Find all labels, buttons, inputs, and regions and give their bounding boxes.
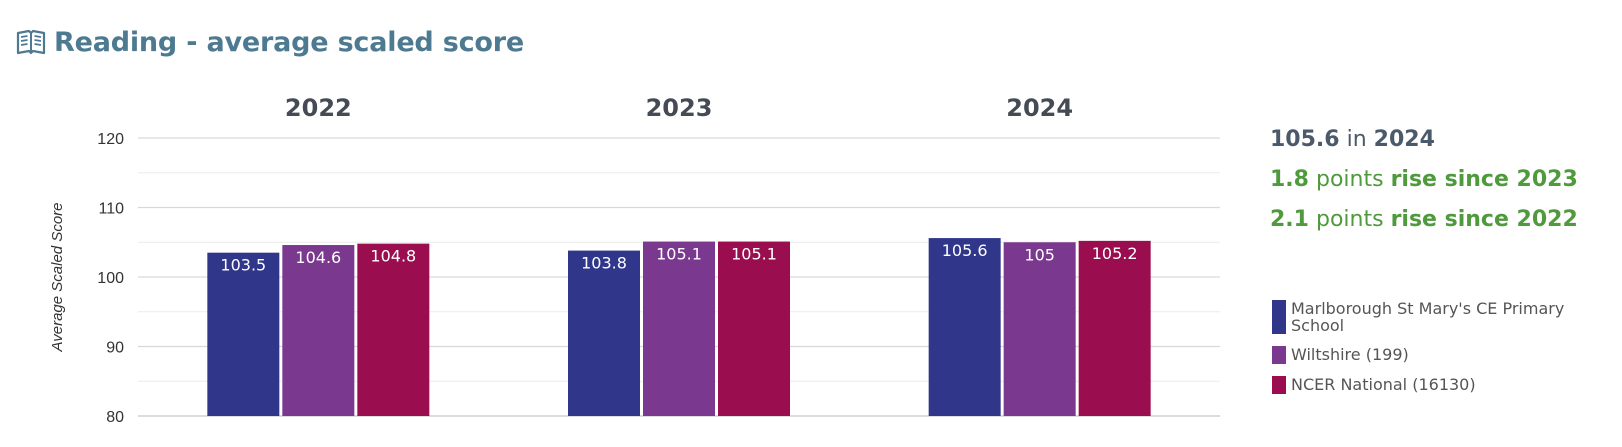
y-tick-label: 80	[106, 409, 124, 426]
summary-rise-2022-label: rise since 2022	[1390, 207, 1578, 232]
bar	[928, 238, 1001, 416]
bar	[643, 241, 715, 416]
legend-item-wiltshire[interactable]: Wiltshire (199)	[1272, 346, 1581, 364]
data-label: 103.5	[220, 256, 266, 275]
summary-rise-2022: 2.1 points rise since 2022	[1270, 207, 1578, 247]
y-tick-label: 100	[97, 270, 124, 287]
data-label: 105.6	[942, 241, 988, 260]
legend-swatch	[1272, 300, 1286, 334]
bar-chart: 80 90 100 110 120 Average Scaled Score 2022 103…	[49, 94, 1220, 426]
summary-rise-2023: 1.8 points rise since 2023	[1270, 167, 1578, 207]
summary-panel: 105.6 in 2024 1.8 points rise since 2023…	[1270, 127, 1578, 247]
bar	[1003, 242, 1076, 416]
bar	[357, 243, 430, 416]
y-tick-label: 120	[97, 131, 124, 148]
legend-swatch	[1272, 376, 1286, 394]
bar	[207, 252, 280, 416]
summary-score-value: 105.6	[1270, 127, 1340, 152]
chart-header: Reading - average scaled score	[16, 22, 524, 62]
legend-swatch	[1272, 346, 1286, 364]
data-label: 105.1	[731, 245, 777, 264]
summary-year: 2024	[1373, 127, 1435, 152]
y-tick-label: 110	[98, 201, 124, 218]
bar	[282, 245, 355, 416]
summary-current-score: 105.6 in 2024	[1270, 127, 1578, 167]
data-label: 105.1	[656, 245, 702, 264]
summary-in-word: in	[1346, 127, 1367, 152]
data-label: 104.6	[295, 248, 341, 267]
category-label: 2024	[1006, 94, 1073, 122]
summary-rise-2022-unit: points	[1315, 207, 1384, 232]
y-tick-label: 90	[106, 340, 124, 357]
y-axis-label: Average Scaled Score	[49, 203, 66, 353]
legend-label: Wiltshire (199)	[1291, 345, 1409, 364]
legend-label: Marlborough St Mary's CE Primary School	[1291, 299, 1565, 335]
summary-rise-2022-value: 2.1	[1270, 207, 1309, 232]
bar	[718, 241, 790, 416]
summary-rise-2023-unit: points	[1315, 167, 1384, 192]
summary-rise-2023-value: 1.8	[1270, 167, 1309, 192]
chart-title: Reading - average scaled score	[54, 26, 525, 58]
category-label: 2023	[646, 94, 713, 122]
summary-rise-2023-label: rise since 2023	[1390, 167, 1578, 192]
legend-item-school[interactable]: Marlborough St Mary's CE Primary School	[1272, 300, 1581, 334]
data-label: 105	[1024, 245, 1055, 264]
bar	[1078, 240, 1151, 416]
legend-label: NCER National (16130)	[1291, 375, 1476, 394]
chart-legend: Marlborough St Mary's CE Primary School …	[1272, 300, 1581, 406]
data-label: 103.8	[581, 254, 627, 273]
legend-item-national[interactable]: NCER National (16130)	[1272, 376, 1581, 394]
bar	[568, 250, 640, 416]
category-label: 2022	[285, 94, 352, 122]
data-label: 105.2	[1092, 244, 1138, 263]
data-label: 104.8	[370, 247, 416, 266]
open-book-icon	[16, 29, 46, 55]
